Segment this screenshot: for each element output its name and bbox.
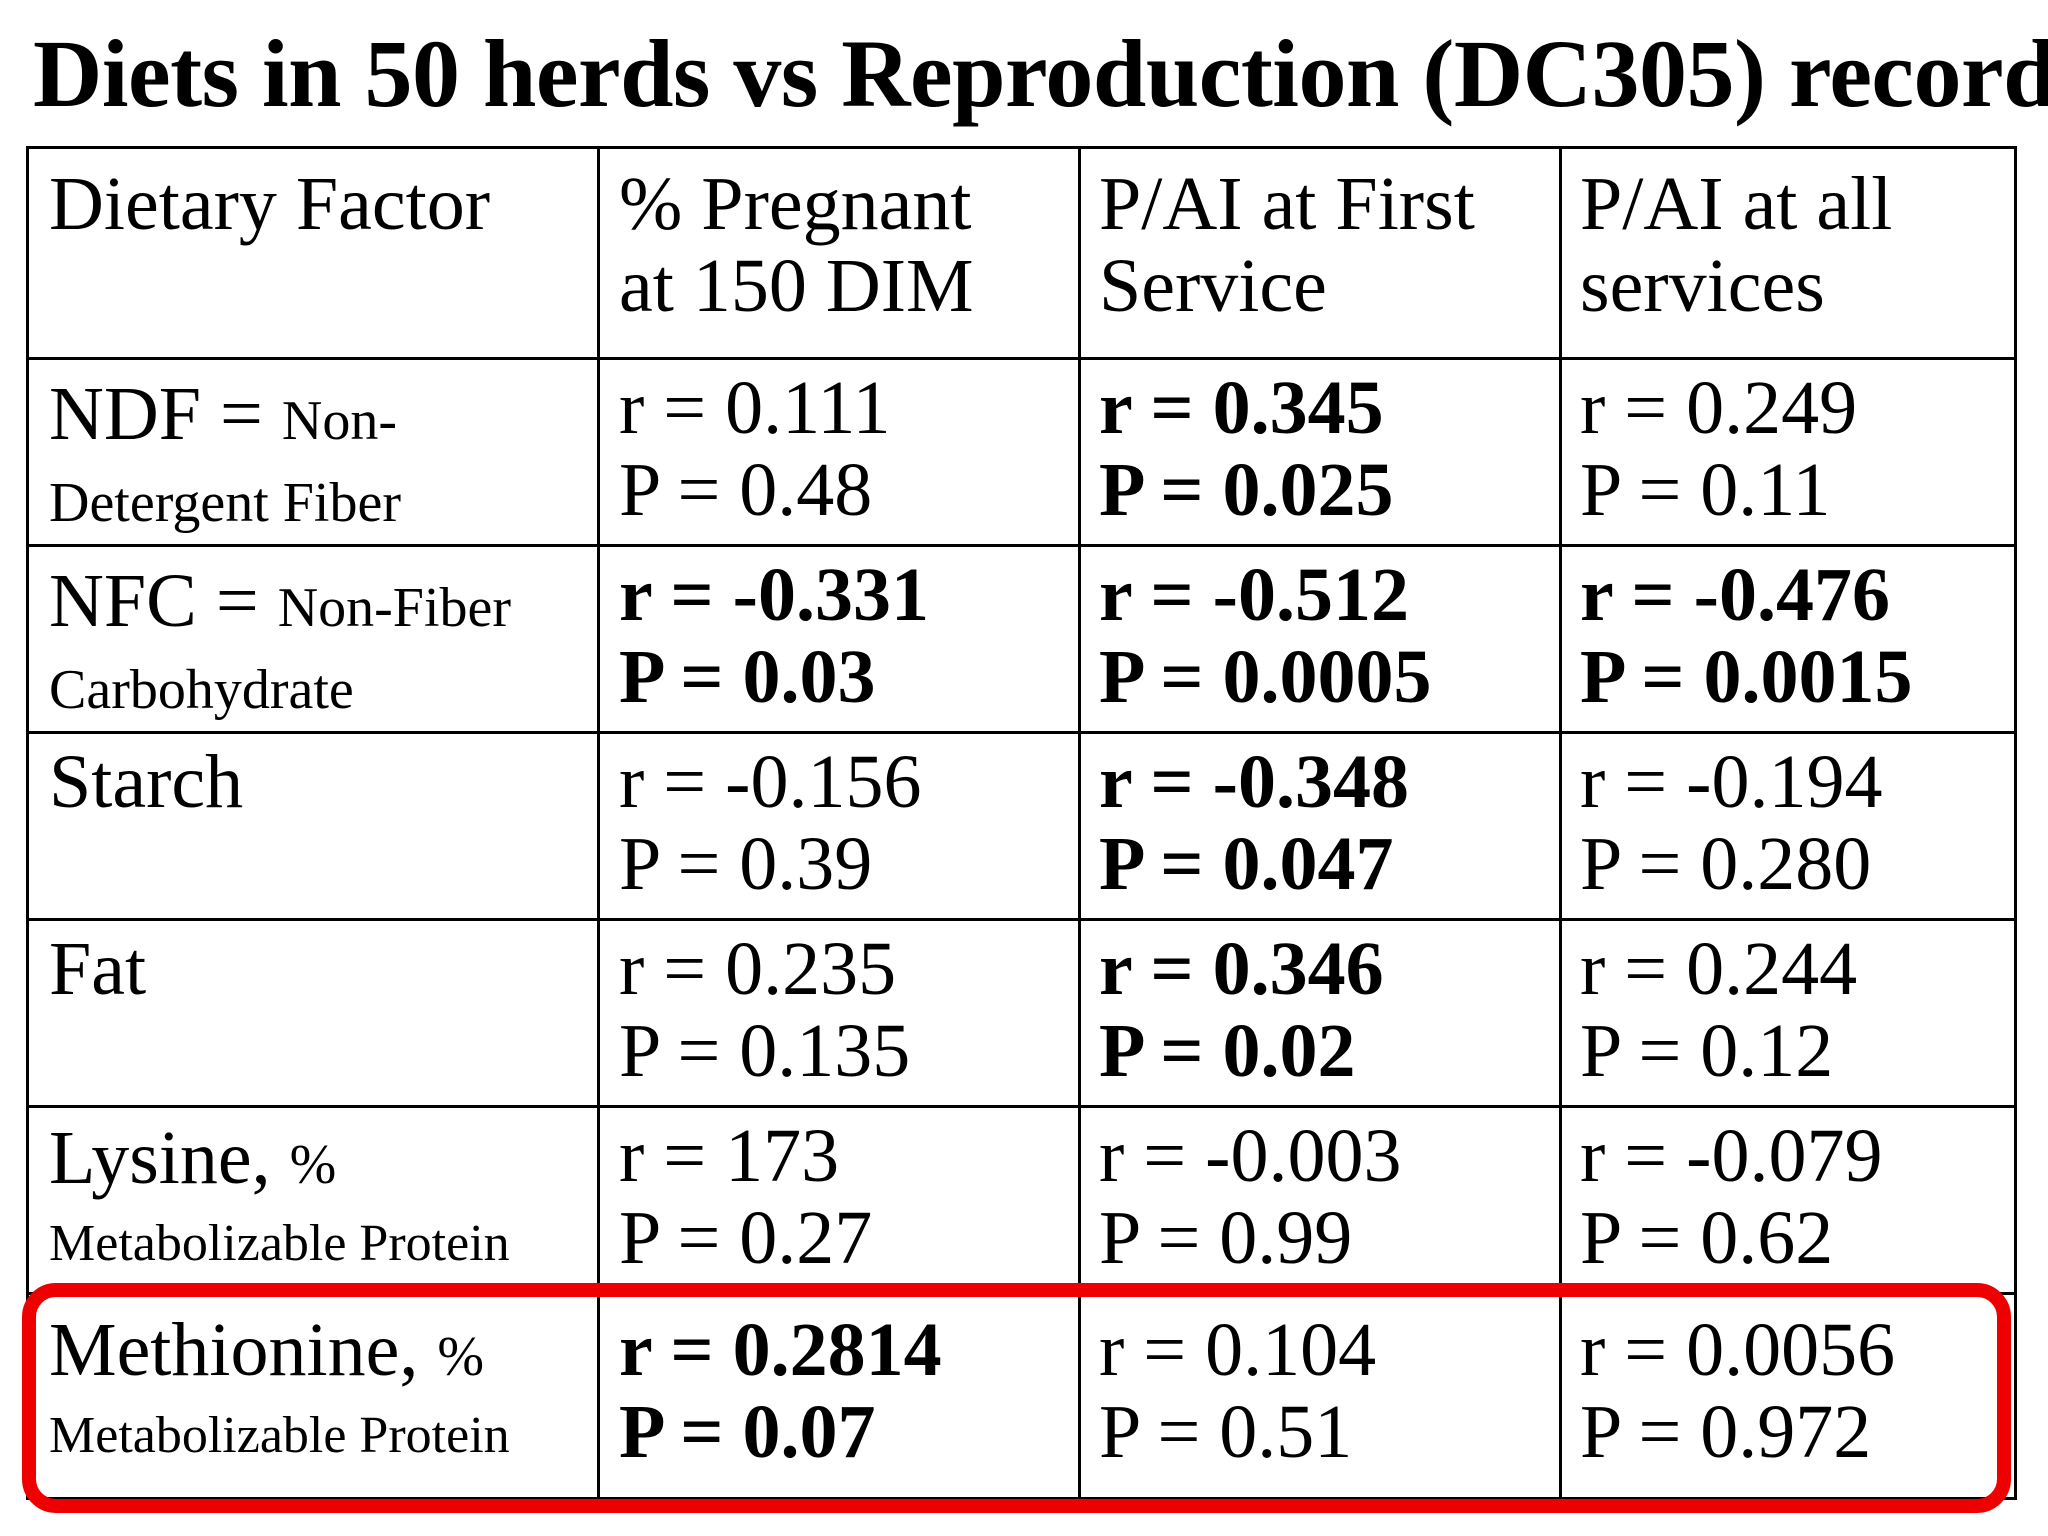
factor-cell-lysine: Lysine, % Metabolizable Protein <box>49 1116 510 1272</box>
row-divider <box>29 1105 2014 1108</box>
factor-cell-nfc: NFC = Non-Fiber Carbohydrate <box>49 559 512 721</box>
column-divider <box>597 149 600 1497</box>
value-cell: r = 0.0056 P = 0.972 <box>1580 1308 1896 1474</box>
value-cell: r = 0.235 P = 0.135 <box>619 927 911 1093</box>
data-table: Dietary Factor % Pregnant at 150 DIM P/A… <box>26 146 2017 1500</box>
methionine-row-highlight <box>22 1283 2011 1513</box>
column-divider <box>1559 149 1562 1497</box>
value-cell: r = -0.079 P = 0.62 <box>1580 1114 1883 1280</box>
value-cell-significant: r = 0.345 P = 0.025 <box>1099 366 1394 532</box>
factor-cell-fat: Fat <box>49 927 147 1011</box>
header-cell-pai-first: P/AI at First Service <box>1099 162 1475 328</box>
column-divider <box>1078 149 1081 1497</box>
value-cell-significant: r = 0.2814 P = 0.07 <box>619 1308 942 1474</box>
value-cell-significant: r = -0.512 P = 0.0005 <box>1099 553 1432 719</box>
factor-cell-ndf: NDF = Non- Detergent Fiber <box>49 372 401 534</box>
value-cell-significant: r = -0.476 P = 0.0015 <box>1580 553 1913 719</box>
row-divider <box>29 357 2014 360</box>
value-cell: r = 0.244 P = 0.12 <box>1580 927 1858 1093</box>
value-cell-significant: r = -0.348 P = 0.047 <box>1099 740 1409 906</box>
factor-cell-methionine: Methionine, % Metabolizable Protein <box>49 1308 510 1464</box>
slide-title: Diets in 50 herds vs Reproduction (DC305… <box>33 20 2048 127</box>
value-cell: r = 173 P = 0.27 <box>619 1114 873 1280</box>
header-cell-pregnant-150: % Pregnant at 150 DIM <box>619 162 974 328</box>
value-cell: r = -0.003 P = 0.99 <box>1099 1114 1402 1280</box>
value-cell-significant: r = 0.346 P = 0.02 <box>1099 927 1384 1093</box>
header-cell-pai-all: P/AI at all services <box>1580 162 1893 328</box>
row-divider <box>29 731 2014 734</box>
value-cell: r = 0.104 P = 0.51 <box>1099 1308 1377 1474</box>
factor-cell-starch: Starch <box>49 740 244 824</box>
value-cell: r = 0.111 P = 0.48 <box>619 366 891 532</box>
value-cell: r = 0.249 P = 0.11 <box>1580 366 1858 532</box>
row-divider <box>29 544 2014 547</box>
header-cell-dietary-factor: Dietary Factor <box>49 162 491 246</box>
value-cell: r = -0.194 P = 0.280 <box>1580 740 1883 906</box>
value-cell-significant: r = -0.331 P = 0.03 <box>619 553 929 719</box>
value-cell: r = -0.156 P = 0.39 <box>619 740 922 906</box>
row-divider <box>29 918 2014 921</box>
